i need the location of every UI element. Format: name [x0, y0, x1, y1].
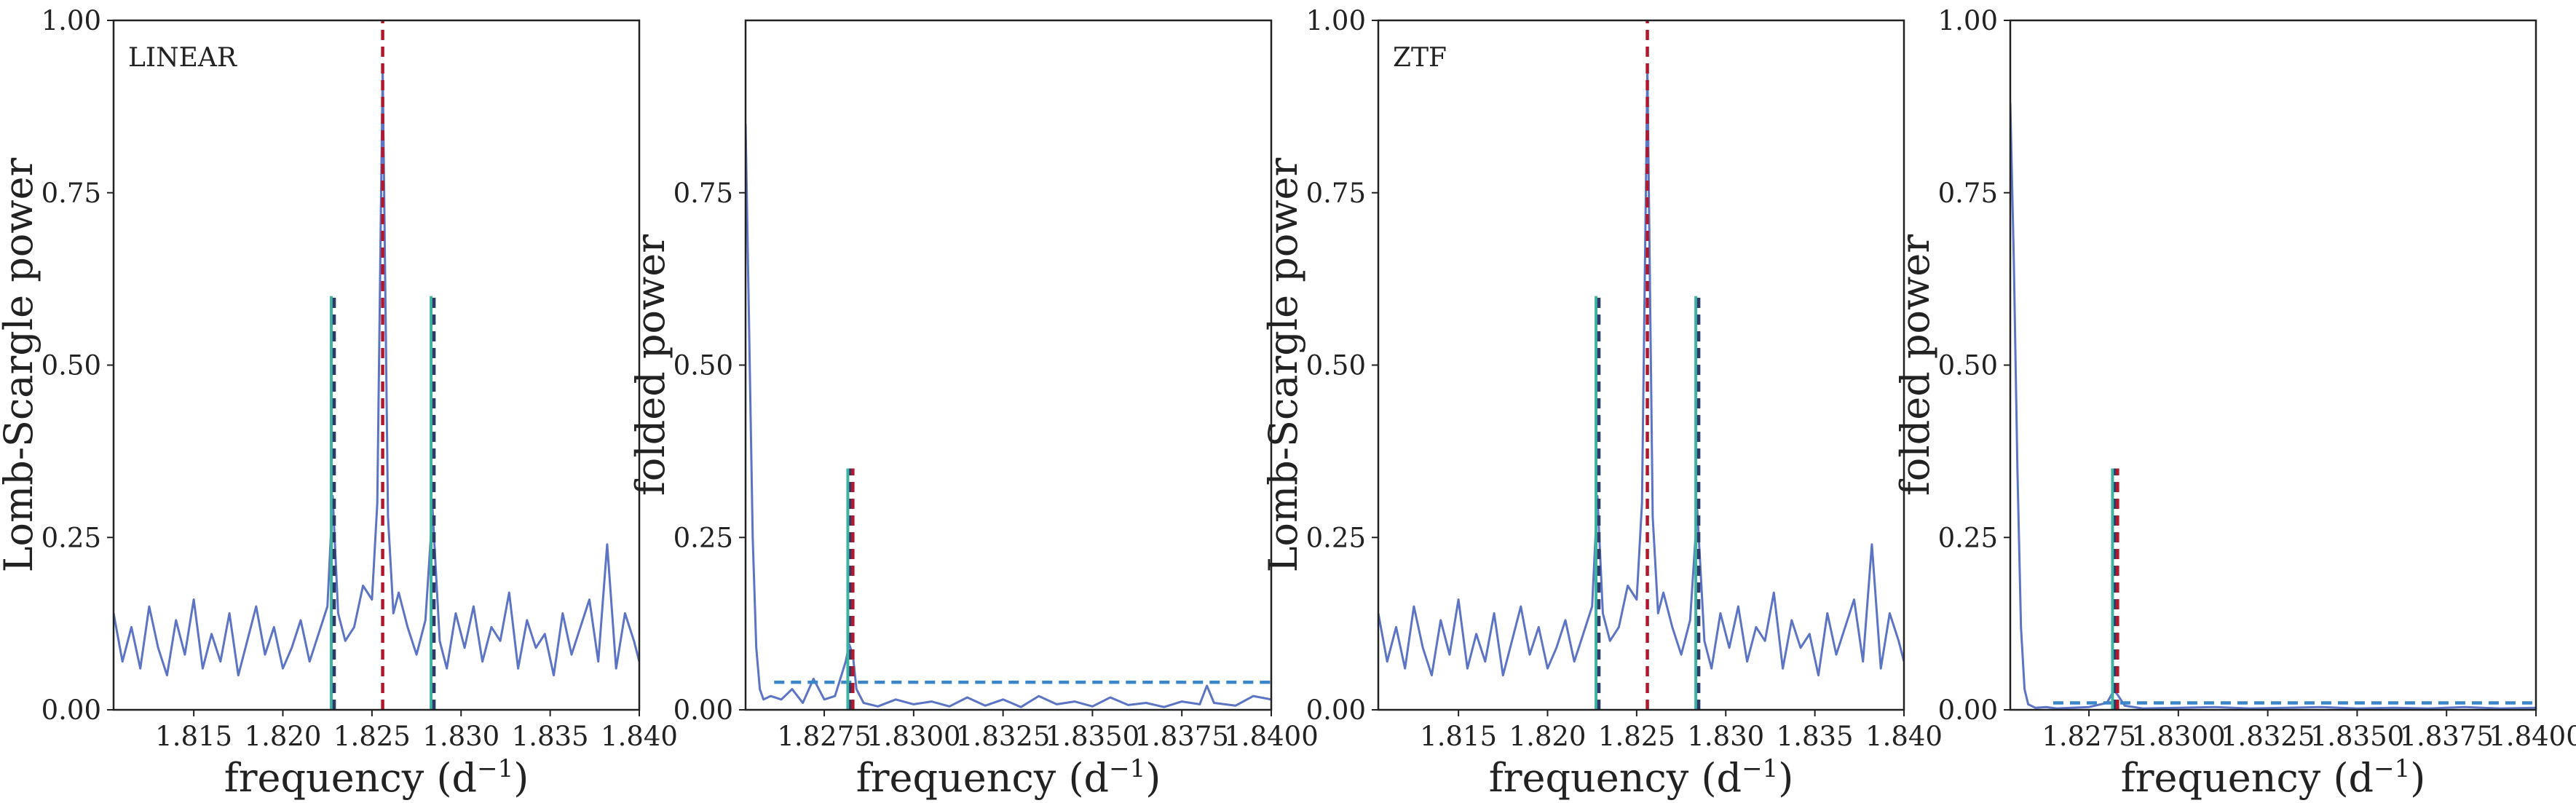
- y-tick-label: 1.00: [42, 5, 101, 36]
- x-tick-label: 1.8375: [2399, 721, 2493, 752]
- y-tick-label: 1.00: [1306, 5, 1366, 36]
- y-axis-label: Lomb-Scargle power: [1260, 157, 1306, 572]
- panel-title: ZTF: [1393, 43, 1447, 73]
- y-tick-label: 0.50: [1938, 350, 1998, 381]
- x-tick-label: 1.8325: [2221, 721, 2315, 752]
- y-tick-label: 0.25: [673, 522, 733, 553]
- x-tick-label: 1.8375: [1134, 721, 1228, 752]
- panel-title: LINEAR: [128, 43, 237, 73]
- y-axis-label: Lomb-Scargle power: [0, 157, 42, 572]
- x-tick-label: 1.830: [1687, 721, 1764, 752]
- y-tick-label: 0.25: [1306, 522, 1366, 553]
- y-tick-label: 0.75: [1938, 178, 1998, 209]
- x-tick-label: 1.840: [601, 721, 678, 752]
- x-tick-label: 1.8325: [956, 721, 1050, 752]
- x-tick-label: 1.820: [245, 721, 322, 752]
- y-tick-label: 0.75: [673, 178, 733, 209]
- x-tick-label: 1.8350: [2310, 721, 2404, 752]
- plot-area: [2010, 103, 2536, 710]
- plot-area: [746, 124, 1271, 710]
- x-axis-label: frequency (d−1): [1489, 754, 1794, 801]
- y-tick-label: 0.25: [1938, 522, 1998, 553]
- axis-frame: [744, 19, 1273, 711]
- y-tick-label: 0.00: [42, 695, 101, 726]
- y-tick-label: 0.00: [1306, 695, 1366, 726]
- x-tick-label: 1.830: [422, 721, 499, 752]
- x-tick-label: 1.835: [1777, 721, 1854, 752]
- x-tick-label: 1.835: [512, 721, 589, 752]
- series-line: [746, 124, 1271, 708]
- y-tick-label: 0.50: [673, 350, 733, 381]
- x-tick-label: 1.8400: [1224, 721, 1318, 752]
- x-tick-label: 1.8300: [2131, 721, 2225, 752]
- x-tick-label: 1.8275: [777, 721, 871, 752]
- plot-area: [114, 20, 639, 710]
- y-axis-label: folded power: [628, 234, 673, 496]
- series-line: [114, 67, 639, 677]
- y-tick-label: 0.50: [1306, 350, 1366, 381]
- panel-1: 1.815 1.820 1.825 1.830 1.835 1.840 0.00 0.25 0.…: [0, 5, 678, 801]
- x-tick-label: 1.8400: [2489, 721, 2576, 752]
- y-tick-label: 0.50: [42, 350, 101, 381]
- y-tick-label: 0.00: [1938, 695, 1998, 726]
- x-tick-label: 1.8275: [2042, 721, 2136, 752]
- series-line: [2010, 103, 2536, 710]
- x-axis-label: frequency (d−1): [856, 754, 1161, 801]
- x-tick-label: 1.825: [333, 721, 411, 752]
- x-tick-label: 1.815: [1420, 721, 1497, 752]
- x-axis-label: frequency (d−1): [2121, 754, 2426, 801]
- x-tick-label: 1.8350: [1046, 721, 1139, 752]
- x-tick-label: 1.825: [1598, 721, 1675, 752]
- y-tick-label: 0.25: [42, 522, 101, 553]
- x-axis-label: frequency (d−1): [224, 754, 529, 801]
- x-tick-label: 1.820: [1509, 721, 1587, 752]
- y-axis-label: folded power: [1892, 234, 1938, 496]
- series-line: [1378, 67, 1904, 677]
- x-tick-label: 1.815: [155, 721, 232, 752]
- x-tick-label: 1.8300: [866, 721, 960, 752]
- y-tick-label: 0.75: [42, 178, 101, 209]
- panel-3: 1.815 1.820 1.825 1.830 1.835 1.840 0.00 0.25 0.…: [1260, 5, 1943, 801]
- y-tick-label: 0.75: [1306, 178, 1366, 209]
- y-tick-label: 0.00: [673, 695, 733, 726]
- plot-area: [1378, 20, 1904, 710]
- axis-frame: [2009, 19, 2537, 711]
- x-tick-label: 1.840: [1865, 721, 1943, 752]
- y-tick-label: 1.00: [1938, 5, 1998, 36]
